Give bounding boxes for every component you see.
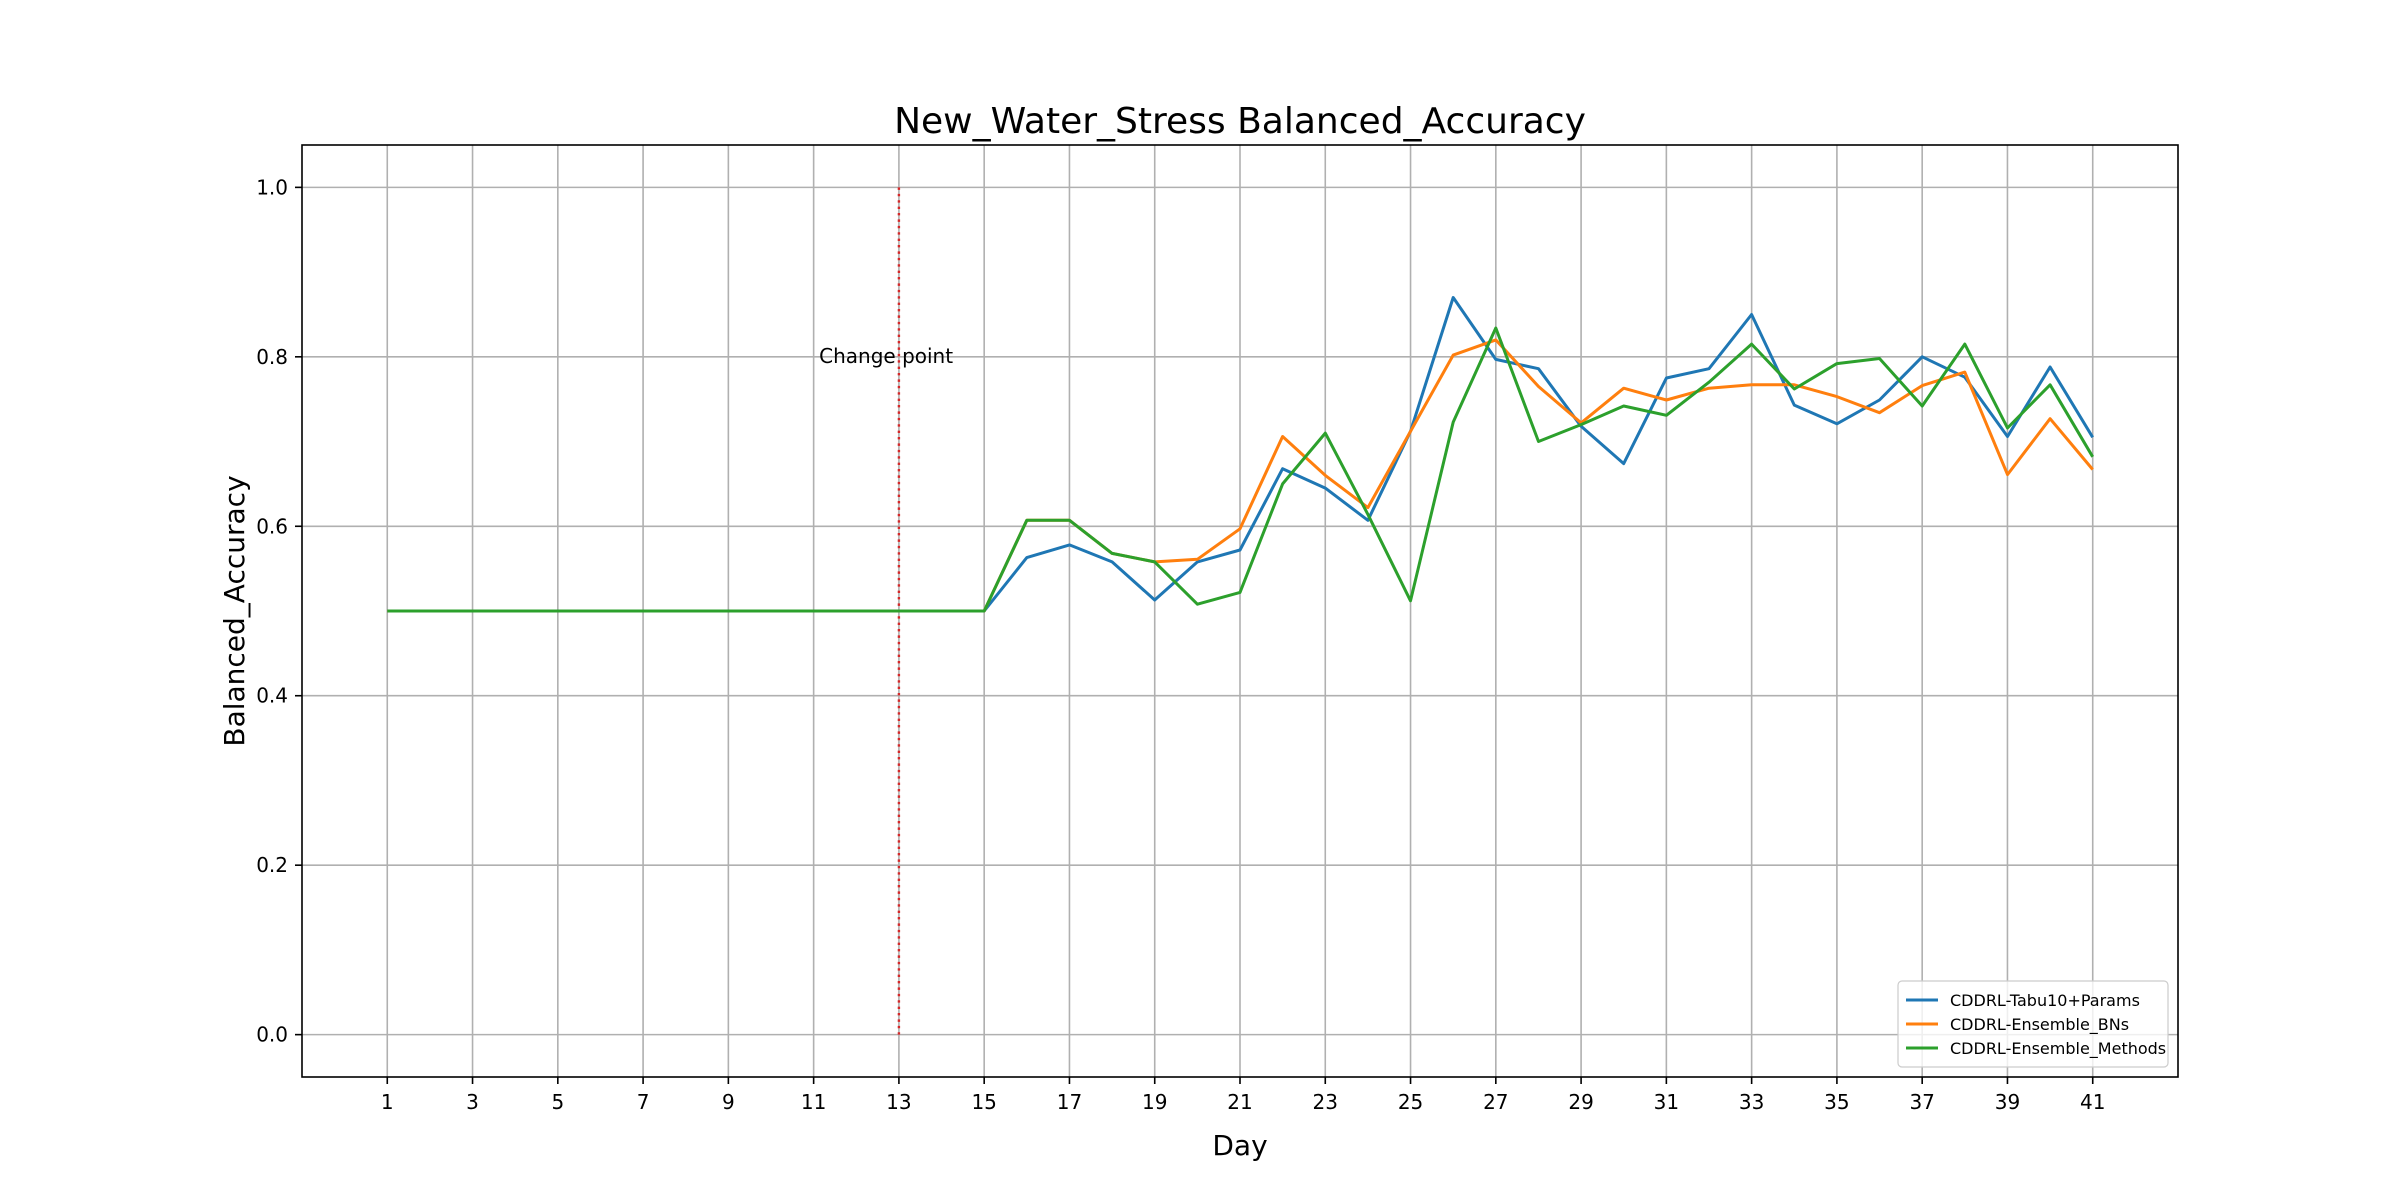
grid <box>302 145 2178 1077</box>
x-tick-label: 5 <box>551 1090 564 1114</box>
series-line-3 <box>387 326 2094 613</box>
x-tick-label: 7 <box>637 1090 650 1114</box>
x-tick-label: 35 <box>1824 1090 1849 1114</box>
x-tick-label: 23 <box>1313 1090 1338 1114</box>
y-tick-label: 0.0 <box>256 1023 288 1047</box>
x-tick-label: 33 <box>1739 1090 1764 1114</box>
y-axis-ticks: 0.0 0.2 0.4 0.6 0.8 1.0 <box>256 175 302 1047</box>
change-point-label: Change point <box>819 344 953 368</box>
chart-title: New_Water_Stress Balanced_Accuracy <box>894 101 1586 142</box>
x-tick-label: 39 <box>1995 1090 2020 1114</box>
y-tick-label: 0.2 <box>256 853 288 877</box>
y-tick-label: 1.0 <box>256 175 288 199</box>
legend-box <box>1897 980 2169 1068</box>
x-tick-label: 15 <box>971 1090 996 1114</box>
legend-label: CDDRL-Ensemble_BNs <box>1950 1015 2129 1035</box>
y-tick-label: 0.8 <box>256 345 288 369</box>
x-tick-label: 19 <box>1142 1090 1167 1114</box>
x-tick-label: 1 <box>381 1090 394 1114</box>
x-axis-label: Day <box>1212 1129 1267 1162</box>
y-tick-label: 0.4 <box>256 684 288 708</box>
x-tick-label: 37 <box>1909 1090 1934 1114</box>
series-lines <box>387 296 2094 613</box>
x-tick-label: 3 <box>466 1090 479 1114</box>
legend-label: CDDRL-Tabu10+Params <box>1950 991 2140 1010</box>
x-tick-label: 9 <box>722 1090 735 1114</box>
x-tick-label: 21 <box>1227 1090 1252 1114</box>
x-axis-ticks: 1 3 5 7 9 11 13 15 17 19 21 23 25 27 29 31 33 35 37 39 41 <box>381 1077 2105 1114</box>
legend-label: CDDRL-Ensemble_Methods <box>1950 1039 2166 1059</box>
x-tick-label: 27 <box>1483 1090 1508 1114</box>
x-tick-label: 25 <box>1398 1090 1423 1114</box>
legend: CDDRL-Tabu10+Params CDDRL-Ensemble_BNs CDD… <box>1897 980 2169 1068</box>
y-tick-label: 0.6 <box>256 514 288 538</box>
y-axis-label: Balanced_Accuracy <box>218 475 251 746</box>
x-tick-label: 29 <box>1568 1090 1593 1114</box>
x-tick-label: 11 <box>801 1090 826 1114</box>
x-tick-label: 31 <box>1654 1090 1679 1114</box>
x-tick-label: 41 <box>2080 1090 2105 1114</box>
x-tick-label: 17 <box>1057 1090 1082 1114</box>
x-tick-label: 13 <box>886 1090 911 1114</box>
